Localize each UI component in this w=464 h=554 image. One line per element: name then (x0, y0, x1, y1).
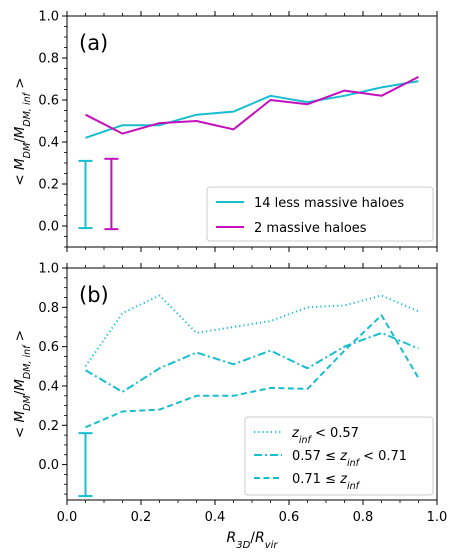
legend: zinf < 0.57 0.57 ≤ zinf < 0.71 0.71 ≤ zinf (244, 416, 434, 496)
y-tick-label: 0.0 (38, 458, 59, 473)
axes-frame (66, 267, 438, 501)
x-tick-label: 0.4 (205, 510, 226, 525)
panel-label: (a) (79, 31, 108, 55)
legend-label-1: 14 less massive haloes (254, 196, 404, 211)
error-bar-1 (78, 159, 93, 230)
y-tick-label: 0.0 (38, 220, 59, 235)
panel-a: 0.0 0.2 0.4 0.6 0.8 1.0 (a) < MDM/MDM, inf > 14 … (12, 10, 438, 252)
y-tick-label: 0.8 (38, 301, 59, 316)
series-line-2 (85, 76, 419, 135)
series-line-2 (84, 331, 419, 393)
y-tick-label: 1.0 (38, 10, 59, 25)
series-line-1 (85, 80, 419, 139)
legend-label-2: 0.57 ≤ zinf < 0.71 (292, 449, 407, 469)
y-tick-label: 1.0 (38, 262, 59, 277)
legend: 14 less massive haloes 2 massive haloes (206, 186, 434, 242)
x-axis-label: R3D/Rvir (226, 530, 278, 551)
panel-label: (b) (79, 283, 109, 307)
panel-b: 0.0 0.2 0.4 0.6 0.8 1.0 0.0 0.2 0.4 0.6 0.8 1.0 (b) <… (12, 262, 447, 551)
x-tick-label: 1.0 (427, 510, 448, 525)
error-bar-1 (78, 432, 93, 498)
legend-frame (206, 186, 434, 242)
series-line-1 (84, 294, 419, 367)
legend-label-3: 0.71 ≤ zinf (292, 472, 361, 492)
y-tick-label: 0.6 (38, 94, 59, 109)
x-tick-label: 0.8 (353, 510, 374, 525)
y-tick-label: 0.2 (38, 419, 59, 434)
legend-label-2: 2 massive haloes (254, 221, 367, 236)
x-tick-label: 0.0 (57, 510, 78, 525)
legend-label-1: zinf < 0.57 (291, 426, 359, 446)
error-bar-2 (104, 157, 119, 231)
y-tick-label: 0.4 (38, 379, 59, 394)
x-tick-label: 0.2 (131, 510, 152, 525)
y-tick-label: 0.4 (38, 136, 59, 151)
y-tick-label: 0.2 (38, 178, 59, 193)
x-tick-label: 0.6 (279, 510, 300, 525)
series-line-3 (85, 314, 420, 429)
y-axis-label: < MDM/MDM, inf > (12, 330, 33, 438)
axes-frame (66, 15, 438, 248)
y-tick-label: 0.8 (38, 52, 59, 67)
y-tick-label: 0.6 (38, 340, 59, 355)
legend-frame (244, 416, 434, 496)
y-axis-label: < MDM/MDM, inf > (12, 77, 33, 185)
